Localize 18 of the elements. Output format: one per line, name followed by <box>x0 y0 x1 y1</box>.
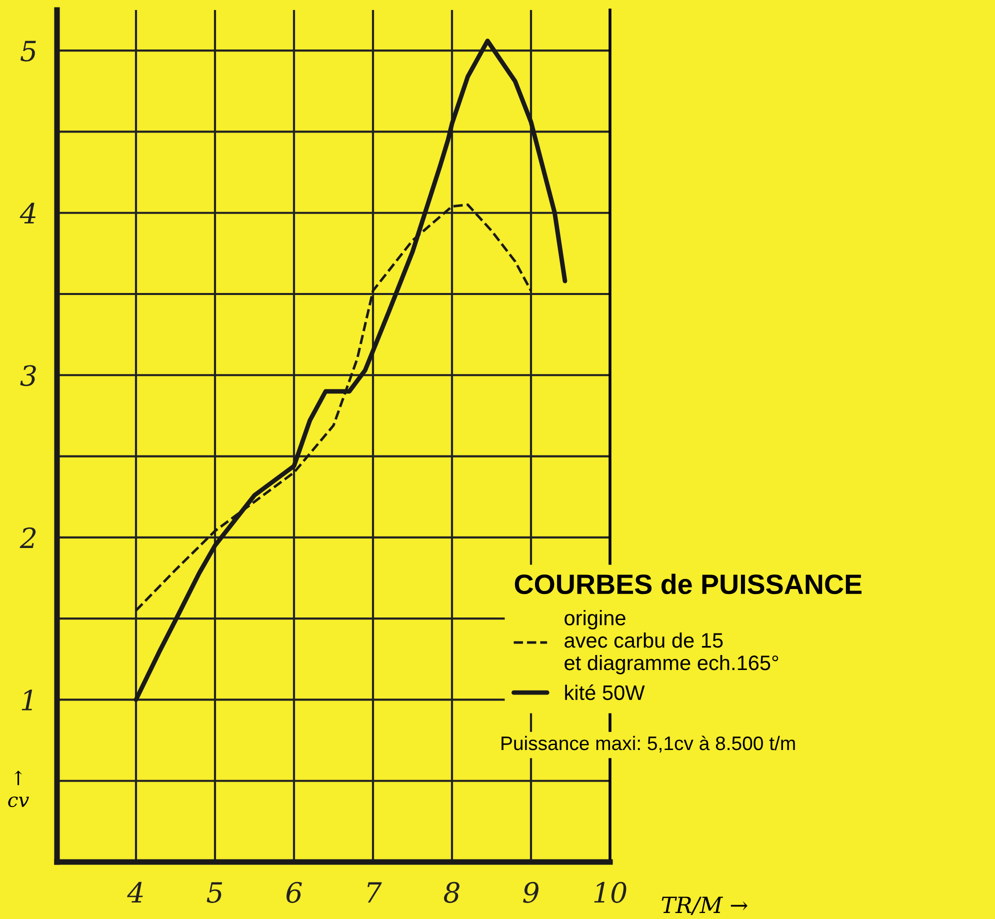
x-tick-label: 7 <box>368 882 382 903</box>
y-tick-label: 5 <box>20 40 36 62</box>
x-tick-label: 6 <box>286 882 302 903</box>
x-axis-title: TR/M → <box>662 896 748 916</box>
y-tick-label: 3 <box>20 365 36 386</box>
x-tick-label: 9 <box>523 882 538 903</box>
y-tick-label: 2 <box>20 527 36 548</box>
y-axis-title: ↑ cv <box>8 770 30 808</box>
y-tick-label: 4 <box>20 202 36 224</box>
x-tick-label: 10 <box>594 882 626 903</box>
legend-title: COURBES de PUISSANCE <box>514 574 862 594</box>
legend-label: kité 50W <box>565 684 645 700</box>
x-tick-label: 5 <box>206 882 222 903</box>
x-tick-label: 4 <box>127 882 143 903</box>
annotation: Puissance maxi: 5,1cv à 8.500 t/m <box>502 736 795 753</box>
y-tick-label: 1 <box>22 690 32 710</box>
legend-label: origine avec carbu de 15 et diagramme ech.165° <box>564 610 778 674</box>
x-tick-label: 8 <box>444 882 460 903</box>
